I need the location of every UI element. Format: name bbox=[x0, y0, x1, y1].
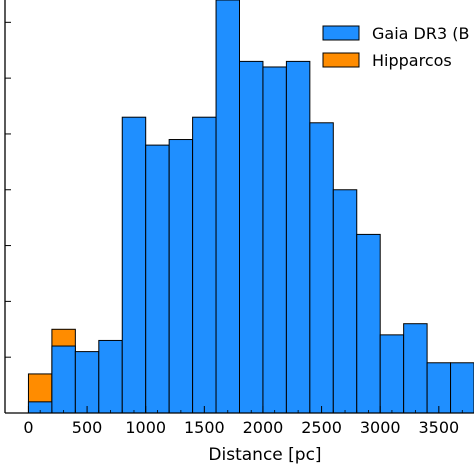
x-tick-label-1500: 1500 bbox=[184, 418, 225, 437]
bar-gaia-5 bbox=[145, 144, 170, 414]
bar-gaia-16 bbox=[403, 323, 428, 414]
bar-gaia-12 bbox=[309, 122, 334, 414]
x-tick-label-1000: 1000 bbox=[125, 418, 166, 437]
legend-swatch-gaia bbox=[322, 25, 360, 41]
bar-gaia-11 bbox=[285, 60, 311, 414]
x-tick-label-0: 0 bbox=[23, 418, 33, 437]
bar-gaia-7 bbox=[192, 116, 217, 414]
bar-gaia-1 bbox=[51, 345, 76, 414]
bar-gaia-6 bbox=[168, 139, 194, 414]
x-tick-label-500: 500 bbox=[72, 418, 103, 437]
bar-gaia-8 bbox=[215, 0, 241, 414]
axes-group: 0 500 1000 1500 2000 2500 3000 3500 bbox=[4, 0, 474, 437]
bar-gaia-3 bbox=[98, 339, 123, 414]
bar-gaia-10 bbox=[262, 66, 287, 414]
legend: Gaia DR3 (B Hipparcos bbox=[322, 24, 469, 70]
bar-gaia-4 bbox=[121, 116, 147, 414]
x-axis-title: Distance [pc] bbox=[208, 445, 321, 465]
bar-gaia-2 bbox=[74, 351, 100, 414]
legend-label-hipparcos: Hipparcos bbox=[372, 51, 452, 70]
legend-label-gaia: Gaia DR3 (B bbox=[372, 24, 469, 43]
bar-gaia-14 bbox=[356, 233, 381, 414]
x-tick-label-2000: 2000 bbox=[243, 418, 284, 437]
x-tick-label-2500: 2500 bbox=[301, 418, 342, 437]
bar-gaia-15 bbox=[379, 334, 405, 414]
bar-gaia-13 bbox=[332, 189, 358, 414]
bar-gaia-9 bbox=[239, 60, 264, 414]
bar-gaia-18 bbox=[450, 362, 474, 414]
bar-gaia-17 bbox=[426, 362, 452, 414]
legend-swatch-hipparcos bbox=[322, 52, 360, 68]
bars-group bbox=[27, 0, 474, 414]
x-tick-label-3000: 3000 bbox=[360, 418, 401, 437]
x-tick-label-3500: 3500 bbox=[418, 418, 459, 437]
